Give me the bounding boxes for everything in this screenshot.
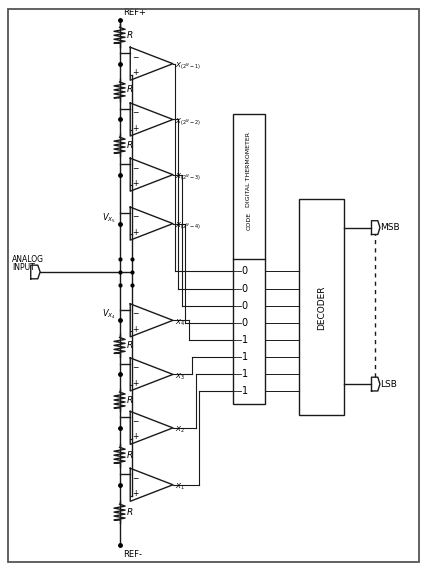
Text: $+$: $+$: [132, 123, 140, 133]
Text: REF+: REF+: [123, 8, 146, 17]
Text: R: R: [127, 141, 133, 150]
Text: R: R: [127, 341, 133, 350]
Text: 1: 1: [241, 386, 248, 397]
Bar: [232, 114, 264, 404]
Text: $+$: $+$: [132, 431, 140, 442]
Text: $+$: $+$: [132, 378, 140, 388]
Text: $X_3$: $X_3$: [174, 372, 184, 382]
Text: REF-: REF-: [123, 550, 141, 559]
Text: LSB: LSB: [380, 380, 396, 389]
Text: R: R: [127, 31, 133, 40]
Text: $X_{(2^N-4)}$: $X_{(2^N-4)}$: [174, 221, 201, 231]
Text: $-$: $-$: [132, 307, 140, 316]
Text: R: R: [127, 451, 133, 460]
Text: 0: 0: [241, 266, 248, 277]
Text: $-$: $-$: [132, 106, 140, 116]
Text: ANALOG: ANALOG: [12, 255, 44, 264]
Text: $-$: $-$: [132, 415, 140, 424]
Text: $X_1$: $X_1$: [174, 482, 184, 492]
Text: R: R: [127, 508, 133, 517]
Text: $+$: $+$: [132, 227, 140, 237]
Text: $+$: $+$: [132, 488, 140, 498]
Text: $+$: $+$: [132, 178, 140, 188]
Text: 1: 1: [241, 352, 248, 362]
Text: $X_{(2^N-2)}$: $X_{(2^N-2)}$: [174, 117, 201, 127]
Text: 0: 0: [241, 318, 248, 328]
Text: 0: 0: [241, 283, 248, 294]
Text: DIGITAL THERMOMETER: DIGITAL THERMOMETER: [246, 132, 250, 207]
Text: R: R: [127, 395, 133, 405]
Bar: [298, 199, 343, 415]
Text: MSB: MSB: [380, 223, 399, 232]
Text: 0: 0: [241, 300, 248, 311]
Text: $-$: $-$: [132, 51, 140, 60]
Text: R: R: [127, 85, 133, 94]
Text: $X_4$: $X_4$: [174, 318, 184, 328]
Text: $-$: $-$: [132, 211, 140, 220]
Text: $+$: $+$: [132, 324, 140, 334]
Text: $-$: $-$: [132, 361, 140, 370]
Text: $+$: $+$: [132, 67, 140, 77]
Text: $-$: $-$: [132, 472, 140, 481]
Text: DECODER: DECODER: [316, 285, 325, 329]
Text: 1: 1: [241, 335, 248, 345]
Text: $X_{(2^N-1)}$: $X_{(2^N-1)}$: [174, 61, 201, 71]
Text: $X_{(2^N-3)}$: $X_{(2^N-3)}$: [174, 172, 201, 182]
Text: $V_{X_5}$: $V_{X_5}$: [102, 211, 116, 225]
Text: CODE: CODE: [246, 212, 250, 229]
Text: $-$: $-$: [132, 162, 140, 171]
Text: 1: 1: [241, 369, 248, 380]
Text: INPUT: INPUT: [12, 263, 35, 273]
Text: $X_2$: $X_2$: [174, 425, 184, 435]
Text: $V_{X_4}$: $V_{X_4}$: [102, 308, 116, 321]
